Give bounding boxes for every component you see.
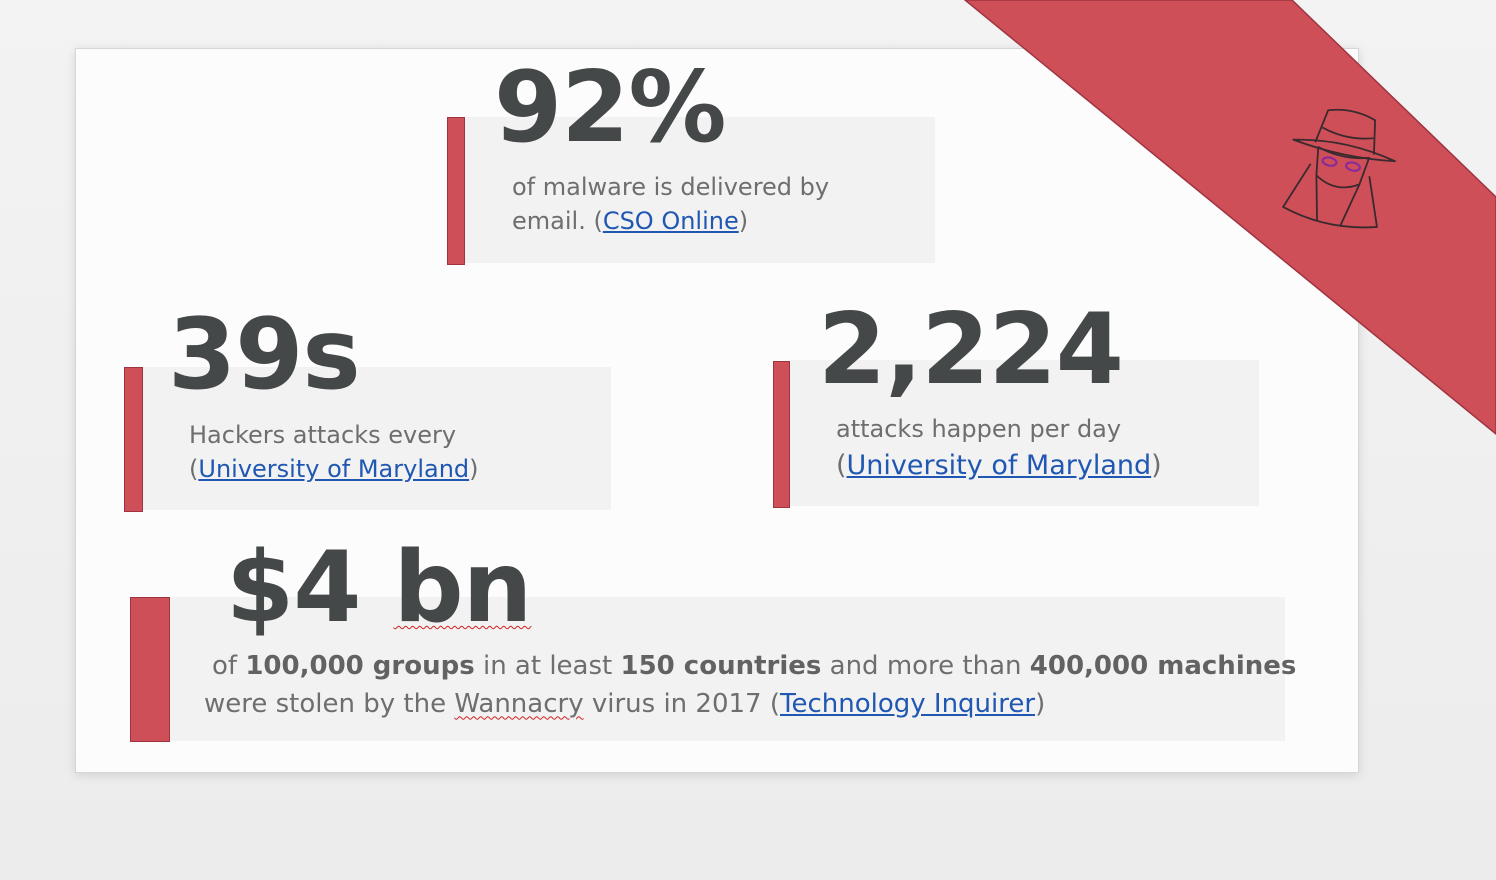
- stat-desc-attacks: attacks happen per day (University of Ma…: [836, 413, 1162, 484]
- source-link-university-of-maryland[interactable]: University of Maryland: [198, 454, 470, 483]
- stat-desc-line: attacks happen per day: [836, 415, 1122, 443]
- accent-bar-wannacry: [130, 597, 170, 742]
- stat-value-hackers: 39s: [168, 298, 361, 412]
- emphasis-text: 400,000 machines: [1029, 651, 1297, 681]
- spy-hacker-icon: [1282, 108, 1396, 229]
- text-fragment: (: [836, 449, 847, 481]
- stat-value-unit: bn: [393, 531, 533, 645]
- text-fragment: ): [1151, 449, 1162, 481]
- stat-value-attacks: 2,224: [818, 293, 1124, 407]
- stat-desc-line: of 100,000 groups in at least 150 countr…: [204, 648, 1296, 686]
- stat-value-wannacry: $4 bn: [226, 539, 532, 637]
- text-fragment: in at least: [474, 651, 621, 681]
- stat-panel-hackers: [142, 367, 611, 510]
- stat-desc-line: email. (CSO Online): [512, 205, 829, 239]
- source-link-cso-online[interactable]: CSO Online: [602, 206, 739, 235]
- accent-bar-malware: [447, 117, 465, 265]
- slide[interactable]: 92% of malware is delivered by email. (C…: [75, 48, 1359, 773]
- stat-desc-line: Hackers attacks every: [189, 421, 457, 449]
- stat-desc-malware: of malware is delivered by email. (CSO O…: [512, 171, 829, 238]
- text-fragment: and more than: [821, 651, 1030, 681]
- text-fragment: (: [189, 454, 199, 483]
- stat-desc-line: of malware is delivered by: [512, 173, 830, 201]
- text-fragment: email. (: [512, 206, 603, 235]
- text-fragment: ): [1035, 688, 1046, 719]
- source-link-technology-inquirer[interactable]: Technology Inquirer: [780, 688, 1036, 719]
- source-link-university-of-maryland[interactable]: University of Maryland: [846, 449, 1152, 481]
- text-fragment: virus in 2017 (: [583, 688, 780, 719]
- stat-desc-line: (University of Maryland): [836, 447, 1162, 485]
- stat-desc-hackers: Hackers attacks every (University of Mar…: [189, 419, 479, 486]
- text-fragment: of: [212, 651, 246, 681]
- stat-value-amount: $4: [226, 531, 394, 645]
- stat-panel-wannacry: [169, 597, 1285, 741]
- stat-desc-line: (University of Maryland): [189, 453, 479, 487]
- stat-value-malware: 92%: [494, 51, 727, 165]
- text-fragment: ): [738, 206, 749, 235]
- stat-desc-wannacry: of 100,000 groups in at least 150 countr…: [204, 648, 1296, 723]
- text-fragment: were stolen by the: [204, 688, 455, 719]
- stat-desc-line: were stolen by the Wannacry virus in 201…: [204, 686, 1296, 724]
- accent-bar-attacks: [773, 361, 790, 508]
- accent-bar-hackers: [124, 367, 143, 512]
- emphasis-text: 150 countries: [620, 651, 822, 681]
- emphasis-text: 100,000 groups: [245, 651, 475, 681]
- misspelled-word[interactable]: Wannacry: [454, 688, 584, 719]
- stat-panel-malware: [465, 117, 935, 263]
- text-fragment: ): [469, 454, 479, 483]
